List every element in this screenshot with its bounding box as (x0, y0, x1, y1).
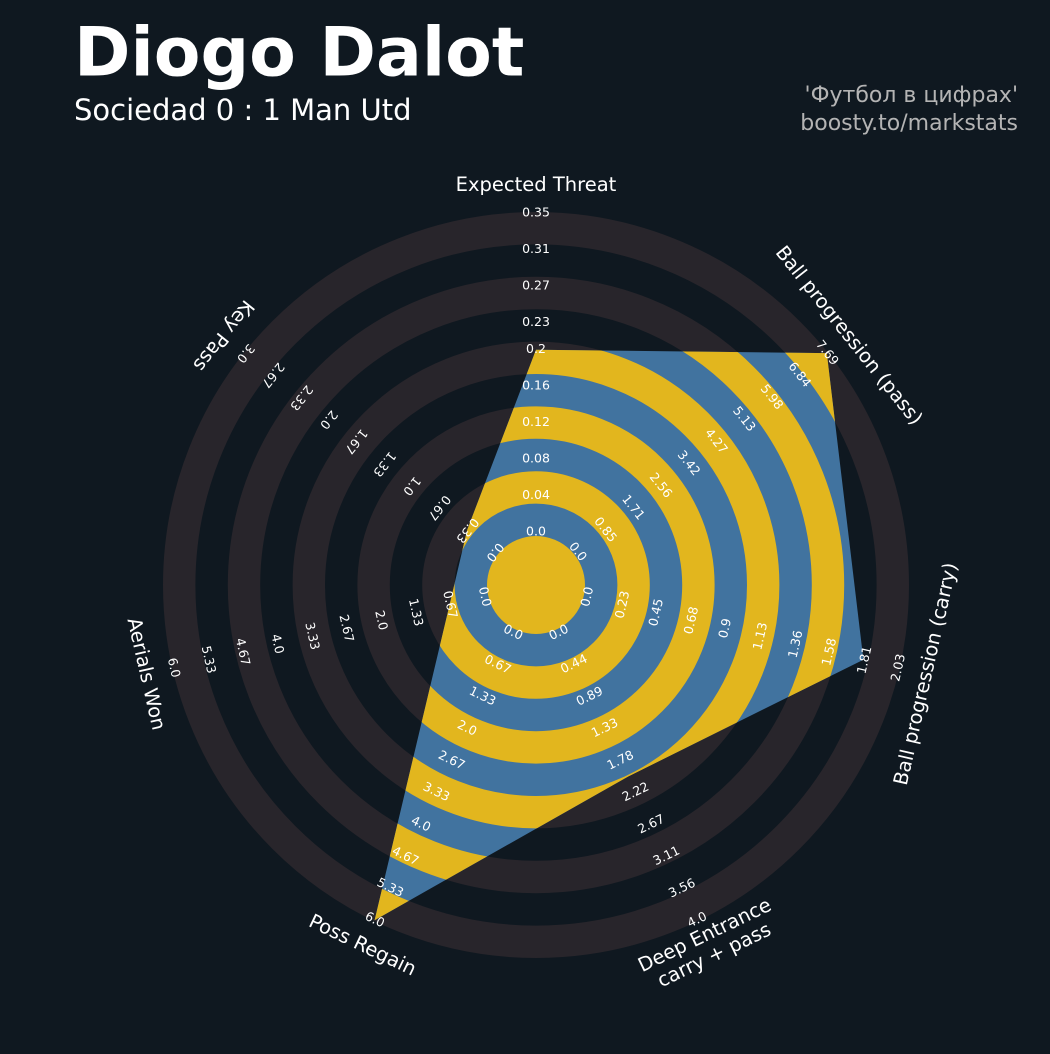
tick-label: 0.0 (577, 585, 596, 608)
tick-label: 0.0 (526, 524, 546, 539)
tick-label: 0.68 (680, 605, 701, 636)
tick-label: 4.0 (268, 633, 287, 656)
tick-label: 1.81 (854, 645, 875, 675)
tick-label: 0.9 (715, 617, 734, 640)
credit: boosty.to/markstats (800, 111, 1018, 136)
tick-label: 5.33 (199, 644, 220, 674)
tick-label: 1.33 (406, 597, 427, 627)
tick-label: 0.04 (522, 487, 550, 502)
tick-label: 3.33 (302, 621, 323, 651)
tick-label: 6.0 (165, 656, 184, 679)
ring-highlight-band (374, 349, 780, 829)
tick-label: 0.0 (476, 585, 495, 608)
ring-highlight-band (374, 406, 715, 764)
ring-highlight-band (487, 536, 585, 634)
param-label: Expected Threat (456, 173, 617, 196)
chart-subtitle: Sociedad 0 : 1 Man Utd (74, 93, 412, 127)
tick-label: 4.67 (233, 637, 254, 667)
tick-label: 0.31 (522, 241, 550, 256)
tick-label: 0.08 (522, 451, 550, 466)
ring (163, 212, 909, 958)
tick-label: 2.67 (336, 613, 357, 643)
tick-label: 2.03 (887, 652, 908, 682)
tick-label: 1.13 (749, 621, 770, 651)
tick-label: 0.23 (612, 589, 633, 619)
tick-label: 0.12 (522, 414, 550, 429)
tick-label: 2.0 (372, 609, 391, 632)
tick-label: 0.16 (522, 378, 550, 393)
credit: 'Футбол в цифрах' (805, 83, 1018, 108)
tick-label: 0.35 (522, 205, 550, 220)
tick-label: 0.23 (522, 314, 550, 329)
tick-label: 1.58 (818, 636, 839, 667)
tick-label: 0.45 (645, 597, 666, 627)
tick-label: 0.27 (522, 277, 550, 292)
chart-title: Diogo Dalot (74, 14, 524, 93)
tick-label: 1.36 (785, 629, 806, 660)
tick-label: 0.2 (526, 341, 546, 356)
tick-label: 0.67 (440, 589, 461, 619)
